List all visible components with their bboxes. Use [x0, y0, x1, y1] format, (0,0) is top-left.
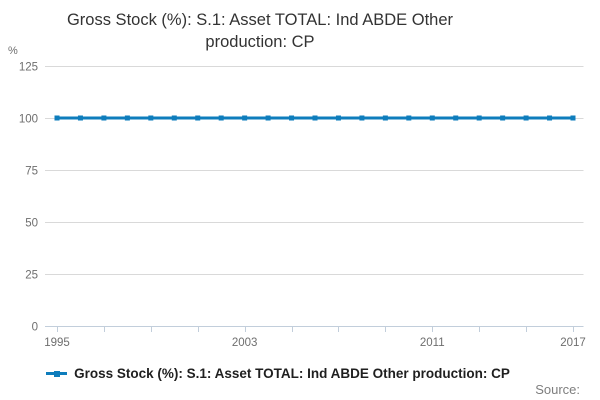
y-tick-label: 0 [32, 322, 38, 334]
data-point-marker [523, 115, 529, 121]
legend-series-marker-icon [46, 368, 68, 378]
data-point-marker [429, 115, 435, 121]
plot-area: 0 25 50 75 100 125 1995 2003 2011 2017 [19, 62, 586, 350]
data-point-marker [359, 115, 365, 121]
data-point-marker [289, 115, 295, 121]
data-point-marker [382, 115, 388, 121]
data-point-marker [195, 115, 201, 121]
y-tick-label: 50 [25, 218, 38, 230]
data-point-marker [171, 115, 177, 121]
y-axis-unit-label: % [8, 45, 18, 57]
data-point-marker [500, 115, 506, 121]
chart-title: Gross Stock (%): S.1: Asset TOTAL: Ind A… [0, 9, 520, 53]
data-point-marker [265, 115, 271, 121]
data-point-marker [547, 115, 553, 121]
legend-point-icon [53, 370, 60, 377]
y-tick-label: 25 [25, 270, 38, 282]
data-point-marker [312, 115, 318, 121]
data-point-marker [218, 115, 224, 121]
data-point-marker [77, 115, 83, 121]
chart-title-line-1: Gross Stock (%): S.1: Asset TOTAL: Ind A… [66, 11, 454, 29]
legend-series-label[interactable]: Gross Stock (%): S.1: Asset TOTAL: Ind A… [74, 365, 510, 381]
data-point-marker [335, 115, 341, 121]
y-tick-label: 125 [19, 62, 38, 74]
data-point-marker [54, 115, 60, 121]
legend: Gross Stock (%): S.1: Asset TOTAL: Ind A… [0, 363, 556, 383]
data-point-marker [406, 115, 412, 121]
data-point-marker [242, 115, 248, 121]
data-point-marker [101, 115, 107, 121]
x-tick-label: 2003 [232, 337, 258, 349]
source-note: Source: [535, 382, 580, 397]
y-tick-label: 100 [19, 114, 38, 126]
data-point-marker [453, 115, 459, 121]
chart-title-line-2: production: CP [205, 33, 315, 51]
y-tick-label: 75 [25, 166, 38, 178]
x-tick-label: 1995 [44, 337, 70, 349]
data-point-marker [570, 115, 576, 121]
x-tick-label: 2011 [420, 337, 445, 349]
x-tick-label: 2017 [560, 337, 586, 349]
data-point-marker [148, 115, 154, 121]
data-point-marker [124, 115, 130, 121]
data-point-marker [476, 115, 482, 121]
